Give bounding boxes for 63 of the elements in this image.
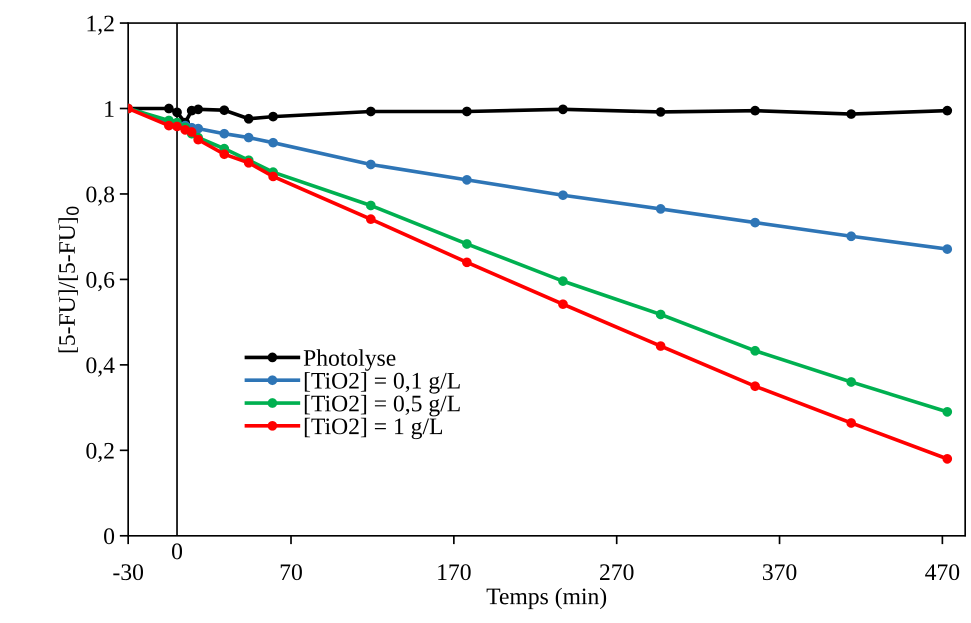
point bbox=[366, 200, 376, 210]
legend-label: Photolyse bbox=[304, 349, 396, 371]
y-tick-label: 1 bbox=[105, 101, 114, 117]
x-tick-label: 70 bbox=[280, 564, 302, 580]
point bbox=[462, 175, 472, 185]
x-tick-label: 170 bbox=[438, 564, 471, 580]
point bbox=[750, 381, 760, 392]
point bbox=[462, 257, 472, 268]
legend-label: [TiO2] = 0,1 g/L bbox=[304, 372, 460, 394]
legend-label: [TiO2] = 0,5 g/L bbox=[304, 394, 460, 416]
point bbox=[268, 112, 278, 122]
point bbox=[193, 104, 204, 114]
point bbox=[244, 114, 254, 124]
x-tick-label: 270 bbox=[600, 564, 634, 580]
point bbox=[750, 346, 760, 356]
point bbox=[244, 158, 254, 168]
x-tick-label: 370 bbox=[762, 564, 796, 580]
point bbox=[942, 454, 952, 464]
point bbox=[219, 105, 230, 116]
y-tick-label: 0,8 bbox=[86, 186, 114, 206]
point bbox=[164, 104, 174, 114]
x-axis-title: Temps (min) bbox=[486, 588, 606, 610]
point bbox=[172, 107, 182, 118]
legend-label: [TiO2] = 1 g/L bbox=[304, 418, 442, 440]
point bbox=[750, 218, 760, 228]
point bbox=[558, 104, 568, 114]
point bbox=[164, 120, 174, 130]
point bbox=[942, 407, 952, 417]
ref-line-label: 0 bbox=[172, 543, 182, 560]
point bbox=[366, 106, 376, 116]
point bbox=[172, 122, 182, 132]
point bbox=[193, 134, 204, 145]
point bbox=[846, 377, 856, 387]
point bbox=[656, 204, 666, 214]
y-tick-label: 0 bbox=[104, 528, 114, 544]
y-tick-label: 0,4 bbox=[86, 357, 115, 377]
y-tick-label: 0,2 bbox=[86, 442, 114, 462]
point bbox=[942, 106, 952, 116]
point bbox=[558, 299, 568, 310]
point bbox=[942, 244, 952, 254]
point bbox=[462, 239, 472, 249]
point bbox=[219, 128, 230, 139]
point bbox=[846, 109, 856, 119]
x-tick-label: 470 bbox=[925, 564, 960, 580]
point bbox=[558, 190, 568, 200]
point bbox=[846, 231, 856, 242]
point bbox=[656, 310, 666, 320]
point bbox=[244, 132, 254, 142]
y-axis-title: [5-FU]/[5-FU]$_{0}$ bbox=[58, 206, 79, 352]
point bbox=[219, 149, 230, 160]
point bbox=[558, 276, 568, 286]
point bbox=[846, 418, 856, 428]
point bbox=[268, 172, 278, 182]
point bbox=[656, 107, 666, 117]
point bbox=[366, 214, 376, 224]
point bbox=[656, 341, 666, 351]
x-tick-label: -30 bbox=[113, 564, 144, 580]
y-tick-label: 1,2 bbox=[88, 16, 114, 35]
y-tick-label: 0,6 bbox=[86, 272, 114, 292]
point bbox=[268, 138, 278, 148]
point bbox=[366, 160, 376, 170]
point bbox=[462, 106, 472, 116]
point bbox=[750, 106, 760, 116]
